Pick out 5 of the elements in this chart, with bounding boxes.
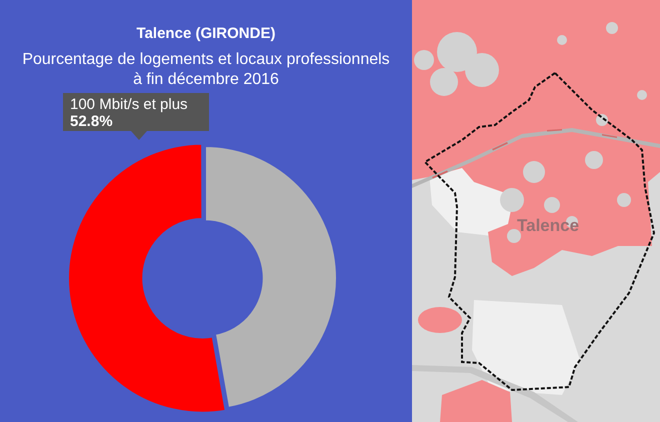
data-label: 52.8%: [70, 113, 113, 130]
slice-label: 100 Mbit/s et plus: [70, 96, 188, 113]
chart-title: Talence (GIRONDE): [136, 25, 276, 43]
chart-subtitle: Pourcentage de logements et locaux professionnels à fin décembre 2016: [21, 50, 391, 90]
text: Talence: [517, 216, 580, 236]
